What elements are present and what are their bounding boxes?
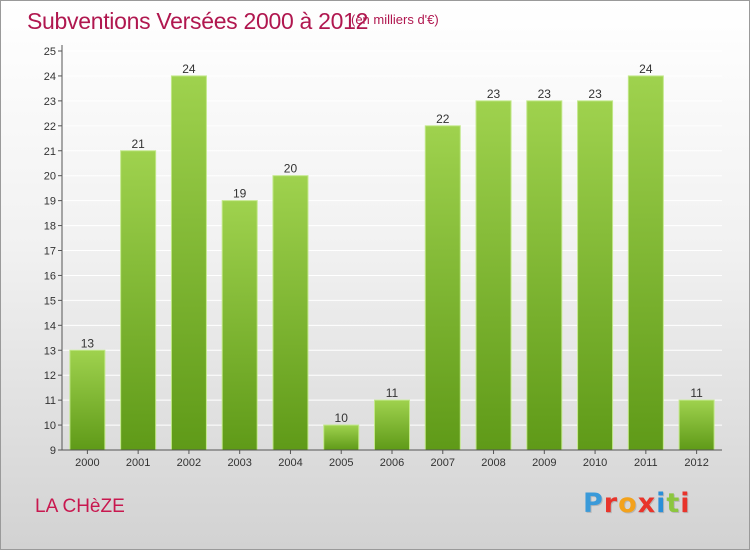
x-tick-label: 2005 [329, 457, 353, 469]
logo-letter: x [637, 488, 657, 519]
data-label-2007: 22 [436, 112, 450, 126]
bar-2009 [526, 100, 563, 451]
y-tick-label: 22 [44, 121, 56, 133]
proxiti-logo[interactable]: Proxiti [583, 488, 691, 519]
y-tick-label: 17 [44, 246, 56, 258]
logo-letter: P [583, 488, 604, 519]
x-tick-label: 2006 [380, 457, 404, 469]
x-tick-label: 2007 [431, 457, 455, 469]
data-label-2010: 23 [588, 87, 602, 101]
data-label-2009: 23 [538, 87, 552, 101]
chart-unit: (en milliers d'€) [351, 12, 439, 27]
x-tick-label: 2010 [583, 457, 607, 469]
data-label-2006: 11 [386, 386, 399, 400]
x-tick-label: 2009 [532, 457, 556, 469]
logo-letter: r [603, 488, 619, 519]
bar-2008 [475, 100, 512, 451]
data-label-2004: 20 [284, 162, 298, 176]
y-tick-label: 12 [44, 370, 56, 382]
data-label-2003: 19 [233, 187, 247, 201]
bar-2006 [374, 399, 410, 451]
y-tick-label: 21 [44, 146, 56, 158]
commune-name: LA CHèZE [35, 496, 125, 517]
x-tick-label: 2002 [177, 457, 201, 469]
y-tick-label: 25 [44, 46, 56, 58]
data-label-2005: 10 [335, 411, 349, 425]
x-tick-label: 2003 [227, 457, 251, 469]
data-label-2001: 21 [131, 137, 145, 151]
y-tick-label: 20 [44, 171, 56, 183]
bars: 13 21 24 19 20 10 11 22 23 23 23 24 11 [69, 62, 715, 451]
y-tick-label: 10 [44, 420, 56, 432]
y-tick-label: 9 [50, 445, 56, 457]
y-tick-label: 13 [44, 345, 56, 357]
data-label-2000: 13 [81, 336, 95, 350]
bar-2012 [678, 399, 715, 451]
data-label-2002: 24 [182, 62, 196, 76]
x-tick-label: 2004 [278, 457, 302, 469]
logo-letter: i [656, 488, 667, 519]
data-label-2008: 23 [487, 87, 501, 101]
axes: 9 10 11 12 13 14 15 16 17 18 19 20 21 22 23 24 25 2000 200… [44, 45, 722, 469]
x-tick-label: 2001 [126, 457, 150, 469]
y-tick-label: 24 [44, 71, 56, 83]
logo-letter: t [666, 488, 681, 519]
data-label-2012: 11 [690, 386, 703, 400]
data-label-2011: 24 [639, 62, 653, 76]
grid [62, 50, 722, 426]
y-tick-label: 11 [45, 395, 56, 407]
y-tick-label: 18 [44, 221, 56, 233]
y-tick-label: 23 [44, 96, 56, 108]
y-tick-label: 15 [44, 295, 56, 307]
bar-2000 [69, 349, 106, 451]
bar-2002 [170, 75, 207, 451]
bar-2004 [272, 175, 309, 451]
bar-2005 [323, 424, 360, 451]
bar-2001 [120, 150, 157, 451]
bar-2003 [221, 200, 258, 451]
x-tick-label: 2011 [634, 457, 658, 469]
logo-letter: i [680, 488, 691, 519]
x-tick-label: 2000 [75, 457, 99, 469]
y-tick-label: 19 [44, 196, 56, 208]
x-tick-label: 2008 [481, 457, 505, 469]
y-tick-label: 14 [44, 320, 56, 332]
bar-2007 [424, 125, 461, 451]
bar-2011 [627, 75, 664, 451]
bar-2010 [577, 100, 614, 451]
y-tick-label: 16 [44, 270, 56, 282]
chart-title: Subventions Versées 2000 à 2012 [27, 8, 369, 34]
x-tick-label: 2012 [684, 457, 708, 469]
logo-letter: o [618, 488, 638, 519]
